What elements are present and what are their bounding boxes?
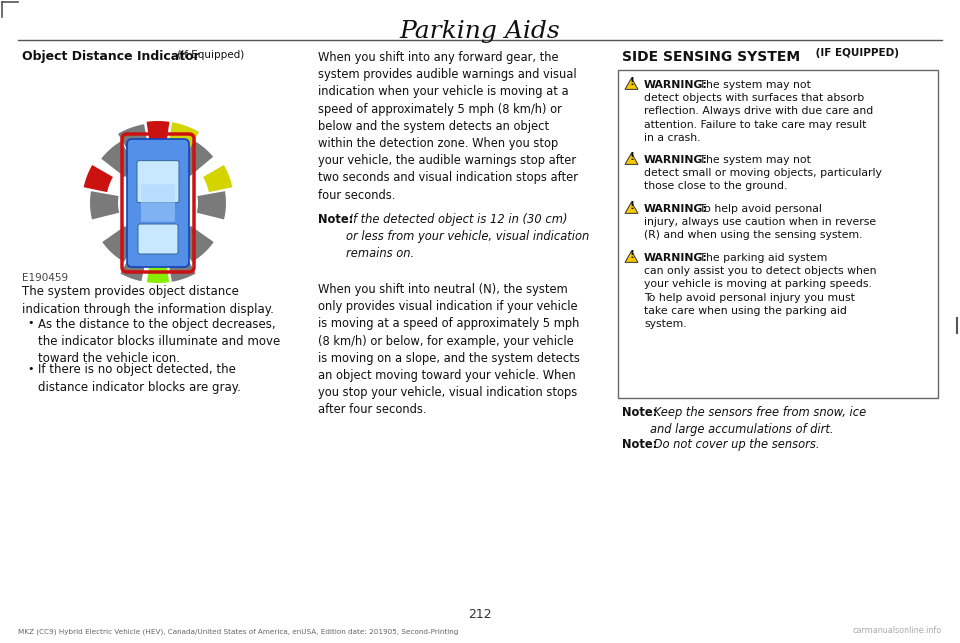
Text: (If Equipped): (If Equipped) xyxy=(174,50,244,60)
Polygon shape xyxy=(625,202,638,213)
Text: The system may not: The system may not xyxy=(696,80,811,90)
Text: Keep the sensors free from snow, ice
and large accumulations of dirt.: Keep the sensors free from snow, ice and… xyxy=(650,406,866,436)
Text: 212: 212 xyxy=(468,608,492,621)
Polygon shape xyxy=(167,249,196,282)
Text: Object Distance Indicator: Object Distance Indicator xyxy=(22,50,200,63)
FancyBboxPatch shape xyxy=(138,224,178,254)
Polygon shape xyxy=(84,165,113,192)
Text: To help avoid personal: To help avoid personal xyxy=(696,204,822,214)
Polygon shape xyxy=(625,153,638,165)
Text: •: • xyxy=(27,363,34,374)
Text: (IF EQUIPPED): (IF EQUIPPED) xyxy=(812,48,899,58)
Text: detect objects with surfaces that absorb
reflection. Always drive with due care : detect objects with surfaces that absorb… xyxy=(644,93,874,143)
Text: WARNING:: WARNING: xyxy=(644,204,708,214)
Polygon shape xyxy=(101,141,136,177)
Text: MKZ (CC9) Hybrid Electric Vehicle (HEV), Canada/United States of America, enUSA,: MKZ (CC9) Hybrid Electric Vehicle (HEV),… xyxy=(18,628,458,635)
Text: Parking Aids: Parking Aids xyxy=(399,20,561,43)
Polygon shape xyxy=(178,226,214,262)
Text: If the detected object is 12 in (30 cm)
or less from your vehicle, visual indica: If the detected object is 12 in (30 cm) … xyxy=(346,213,589,260)
Text: !: ! xyxy=(629,152,634,163)
Text: detect small or moving objects, particularly
those close to the ground.: detect small or moving objects, particul… xyxy=(644,168,882,192)
Text: !: ! xyxy=(629,77,634,87)
Text: Do not cover up the sensors.: Do not cover up the sensors. xyxy=(650,438,820,451)
FancyBboxPatch shape xyxy=(137,161,179,203)
Text: When you shift into neutral (N), the system
only provides visual indication if y: When you shift into neutral (N), the sys… xyxy=(318,283,580,417)
Text: The system may not: The system may not xyxy=(696,155,811,165)
Text: SIDE SENSING SYSTEM: SIDE SENSING SYSTEM xyxy=(622,50,800,64)
Text: If there is no object detected, the
distance indicator blocks are gray.: If there is no object detected, the dist… xyxy=(38,363,241,394)
Text: injury, always use caution when in reverse
(R) and when using the sensing system: injury, always use caution when in rever… xyxy=(644,217,876,240)
Text: Note:: Note: xyxy=(318,213,353,226)
Text: !: ! xyxy=(629,250,634,260)
Text: can only assist you to detect objects when
your vehicle is moving at parking spe: can only assist you to detect objects wh… xyxy=(644,266,876,329)
FancyBboxPatch shape xyxy=(127,139,189,267)
Text: •: • xyxy=(27,318,34,328)
Polygon shape xyxy=(147,255,169,283)
Text: WARNING:: WARNING: xyxy=(644,253,708,263)
Text: The parking aid system: The parking aid system xyxy=(696,253,828,263)
Text: The system provides object distance
indication through the information display.: The system provides object distance indi… xyxy=(22,285,274,316)
Text: !: ! xyxy=(629,201,634,212)
Text: When you shift into any forward gear, the
system provides audible warnings and v: When you shift into any forward gear, th… xyxy=(318,51,578,202)
FancyBboxPatch shape xyxy=(141,185,175,222)
FancyBboxPatch shape xyxy=(618,70,938,398)
Polygon shape xyxy=(179,141,213,176)
Polygon shape xyxy=(625,78,638,89)
Text: Note:: Note: xyxy=(622,438,658,451)
Polygon shape xyxy=(147,121,169,141)
Polygon shape xyxy=(625,251,638,262)
Text: E190459: E190459 xyxy=(22,273,68,283)
Polygon shape xyxy=(197,191,226,219)
Polygon shape xyxy=(120,249,147,281)
Text: carmanualsonline.info: carmanualsonline.info xyxy=(852,626,942,635)
Text: WARNING:: WARNING: xyxy=(644,80,708,90)
Polygon shape xyxy=(103,226,138,262)
Polygon shape xyxy=(168,122,199,156)
Text: As the distance to the object decreases,
the indicator blocks illuminate and mov: As the distance to the object decreases,… xyxy=(38,318,280,365)
Polygon shape xyxy=(90,191,119,219)
Text: WARNING:: WARNING: xyxy=(644,155,708,165)
Text: Note:: Note: xyxy=(622,406,658,419)
Polygon shape xyxy=(118,124,149,156)
Polygon shape xyxy=(203,165,232,192)
